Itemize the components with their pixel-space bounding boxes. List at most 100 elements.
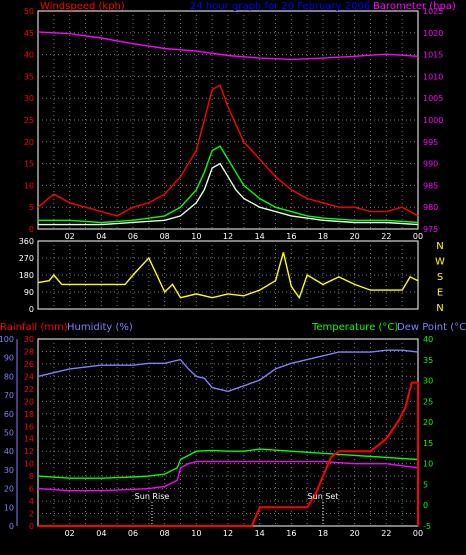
x-tick-label: 06 — [128, 232, 138, 241]
rain-tick-label: 0 — [29, 522, 34, 531]
x-tick-label: 02 — [65, 232, 75, 241]
dew-axis-label: Dew Point (°C) — [397, 322, 466, 333]
p1-grid — [38, 11, 418, 229]
wind-tick-label: 10 — [24, 181, 34, 190]
mean-line — [38, 162, 419, 226]
x-tick-label: 20 — [350, 232, 360, 241]
dew-point-line — [37, 460, 419, 492]
dir-tick-label: 0 — [29, 305, 34, 314]
humidity-tick-label: 60 — [4, 410, 14, 419]
temp-tick-label: 30 — [423, 377, 433, 386]
wind-tick-label: 30 — [24, 94, 34, 103]
baro-tick-label: 1000 — [423, 116, 443, 125]
temp-tick-label: 20 — [423, 418, 433, 427]
p3-annotations: Sun Rise Sun Set — [135, 492, 338, 526]
rain-tick-label: 18 — [24, 410, 34, 419]
humidity-tick-label: 80 — [4, 372, 14, 381]
x-tick-label: 14 — [255, 529, 265, 538]
p3-ticks: 02 04 06 08 10 12 14 16 18 20 22 000246810121416182… — [0, 335, 433, 538]
rain-tick-label: 6 — [29, 485, 34, 494]
humidity-tick-label: 0 — [9, 522, 14, 531]
p2-grid — [38, 241, 418, 309]
baro-tick-label: 975 — [423, 225, 438, 234]
x-tick-label: 22 — [381, 232, 391, 241]
rain-tick-label: 16 — [24, 422, 34, 431]
compass-label: S — [437, 272, 443, 283]
humidity-tick-label: 20 — [4, 485, 14, 494]
humidity-line — [37, 349, 419, 393]
wind-tick-label: 40 — [24, 51, 34, 60]
x-tick-label: 10 — [191, 529, 201, 538]
x-tick-label: 18 — [318, 529, 328, 538]
temp-tick-label: -5 — [423, 522, 431, 531]
x-tick-label: 12 — [223, 529, 233, 538]
compass-label: E — [437, 288, 443, 299]
x-tick-label: 10 — [191, 232, 201, 241]
wind-tick-label: 20 — [24, 138, 34, 147]
rain-humidity-temp-panel: 02 04 06 08 10 12 14 16 18 20 22 000246810121416182… — [0, 322, 466, 538]
temp-tick-label: 15 — [423, 439, 433, 448]
x-tick-label: 04 — [96, 232, 106, 241]
p3-lines — [37, 349, 419, 527]
rainfall-line — [38, 381, 419, 527]
dir-tick-label: 360 — [19, 237, 34, 246]
humidity-tick-label: 100 — [0, 335, 14, 344]
baro-axis-label: Barometer (hpa) — [373, 1, 456, 12]
baro-tick-label: 1005 — [423, 94, 443, 103]
compass-label: N — [436, 241, 443, 252]
baro-tick-label: 980 — [423, 203, 438, 212]
wind-tick-label: 5 — [29, 203, 34, 212]
rain-tick-label: 30 — [24, 335, 34, 344]
wind-tick-label: 45 — [24, 29, 34, 38]
barometer-line — [37, 31, 419, 61]
wind-tick-label: 35 — [24, 72, 34, 81]
wind-tick-label: 15 — [24, 160, 34, 169]
dir-tick-label: 90 — [24, 288, 34, 297]
temp-tick-label: 35 — [423, 356, 433, 365]
baro-tick-label: 1020 — [423, 29, 443, 38]
rain-tick-label: 10 — [24, 460, 34, 469]
temp-tick-label: 25 — [423, 397, 433, 406]
p1-lines — [37, 31, 419, 226]
x-tick-label: 04 — [96, 529, 106, 538]
x-tick-label: 08 — [160, 529, 170, 538]
x-tick-label: 06 — [128, 529, 138, 538]
wind-direction-line — [37, 252, 419, 300]
rain-axis-label: Rainfall (mm) — [0, 322, 68, 333]
rain-tick-label: 28 — [24, 347, 34, 356]
temp-tick-label: 0 — [423, 501, 428, 510]
humidity-tick-label: 10 — [4, 503, 14, 512]
wind-axis-label: Windspeed (kph) — [40, 1, 125, 12]
humidity-axis-label: Humidity (%) — [67, 322, 133, 333]
rain-tick-label: 26 — [24, 360, 34, 369]
baro-tick-label: 1025 — [423, 7, 443, 16]
x-tick-label: 02 — [65, 529, 75, 538]
x-tick-label: 14 — [255, 232, 265, 241]
compass-label: N — [436, 303, 443, 314]
x-tick-label: 18 — [318, 232, 328, 241]
rain-tick-label: 8 — [29, 472, 34, 481]
annotation-label: Sun Rise — [135, 492, 170, 501]
rain-tick-label: 22 — [24, 385, 34, 394]
dir-tick-label: 180 — [19, 271, 34, 280]
rain-tick-label: 14 — [24, 435, 34, 444]
baro-tick-label: 990 — [423, 160, 438, 169]
humidity-tick-label: 70 — [4, 391, 14, 400]
x-tick-label: 16 — [286, 529, 296, 538]
wind-tick-label: 50 — [24, 7, 34, 16]
x-tick-label: 22 — [381, 529, 391, 538]
rain-tick-label: 12 — [24, 447, 34, 456]
gust-line — [37, 84, 419, 217]
temperature-line — [37, 448, 419, 479]
x-tick-label: 20 — [350, 529, 360, 538]
chart-title: 24 hour graph for 20 February 2006 — [190, 1, 370, 12]
baro-tick-label: 995 — [423, 138, 438, 147]
temp-tick-label: 10 — [423, 460, 433, 469]
x-tick-label: 12 — [223, 232, 233, 241]
humidity-tick-label: 50 — [4, 429, 14, 438]
rain-tick-label: 4 — [29, 497, 34, 506]
p3-grid — [38, 339, 418, 526]
